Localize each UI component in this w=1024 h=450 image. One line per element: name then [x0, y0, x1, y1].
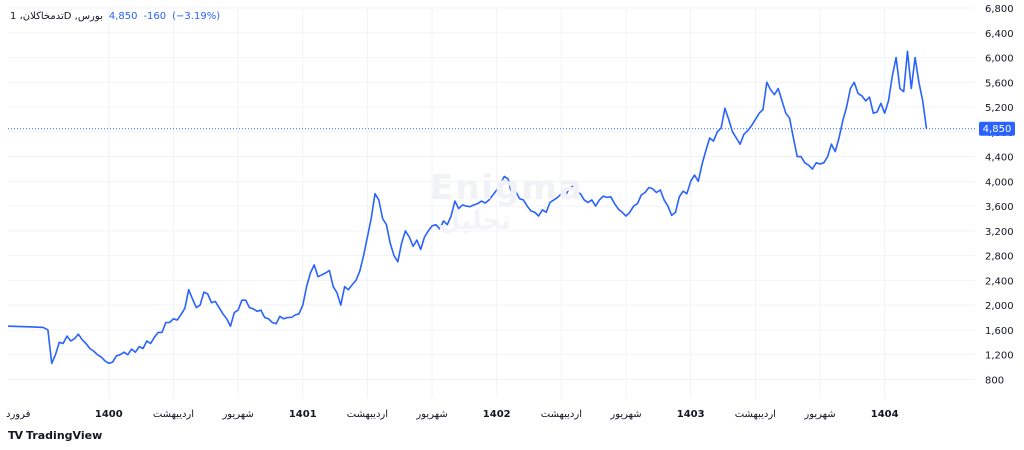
y-tick-label: 3,600 — [985, 202, 1014, 213]
y-axis: 800 1,200 1,600 2,000 2,400 2,800 3,200 3,600 4,… — [985, 4, 1014, 386]
x-tick-label: 1404 — [871, 409, 899, 420]
chart-legend[interactable]: 1 ،تدمخا‌کلان‌D ,بورس 4,850 -160 (−3.19%… — [10, 11, 220, 22]
y-tick-label: 6,800 — [985, 4, 1014, 15]
x-tick-label: شهریور — [221, 409, 253, 420]
y-tick-label: 2,800 — [985, 252, 1014, 263]
price-series-line[interactable] — [7, 50, 928, 365]
y-tick-label: 1,600 — [985, 326, 1014, 337]
legend-symbol[interactable]: 1 ،تدمخا‌کلان‌D ,بورس — [10, 11, 103, 22]
watermark-text: Enigma — [430, 168, 584, 208]
legend-change-pct: (−3.19%) — [172, 11, 221, 22]
y-tick-label: 5,600 — [985, 78, 1014, 89]
y-tick-label: 6,000 — [985, 54, 1014, 65]
x-tick-label: 1401 — [289, 409, 317, 420]
x-tick-label: اردیبهشت — [347, 409, 388, 420]
y-tick-label: 1,200 — [985, 351, 1014, 362]
x-tick-label: اردیبهشت — [153, 409, 194, 420]
watermark-subtext: تحلیل — [438, 206, 511, 236]
tradingview-brand-text: TradingView — [26, 429, 103, 442]
y-tick-label: 4,400 — [985, 153, 1014, 164]
x-tick-label: فرورد — [6, 409, 31, 420]
x-tick-label: 1403 — [677, 409, 705, 420]
y-tick-label: 4,000 — [985, 177, 1014, 188]
x-axis: فرورد 1400 اردیبهشت شهریور 1401 اردیبهشت شهریو… — [6, 409, 899, 420]
x-tick-label: شهریور — [609, 409, 641, 420]
grid-lines — [8, 7, 975, 398]
x-tick-label: 1402 — [483, 409, 511, 420]
x-tick-label: شهریور — [803, 409, 835, 420]
last-price-label: 4,850 — [979, 121, 1015, 136]
x-tick-label: 1400 — [95, 409, 123, 420]
y-tick-label: 6,400 — [985, 29, 1014, 40]
y-tick-label: 800 — [985, 375, 1004, 386]
last-price-text: 4,850 — [983, 124, 1012, 135]
tradingview-logo-icon: TV — [8, 429, 23, 442]
y-tick-label: 2,000 — [985, 301, 1014, 312]
legend-last-value: 4,850 — [108, 11, 138, 22]
tradingview-branding[interactable]: TV TradingView — [8, 429, 102, 442]
y-tick-label: 3,200 — [985, 227, 1014, 238]
last-price-badge — [979, 121, 1015, 136]
y-tick-label: 2,400 — [985, 276, 1014, 287]
x-tick-label: شهریور — [415, 409, 447, 420]
legend-change: -160 — [143, 11, 167, 22]
x-tick-label: اردیبهشت — [541, 409, 582, 420]
y-tick-label: 5,200 — [985, 103, 1014, 114]
x-tick-label: اردیبهشت — [735, 409, 776, 420]
